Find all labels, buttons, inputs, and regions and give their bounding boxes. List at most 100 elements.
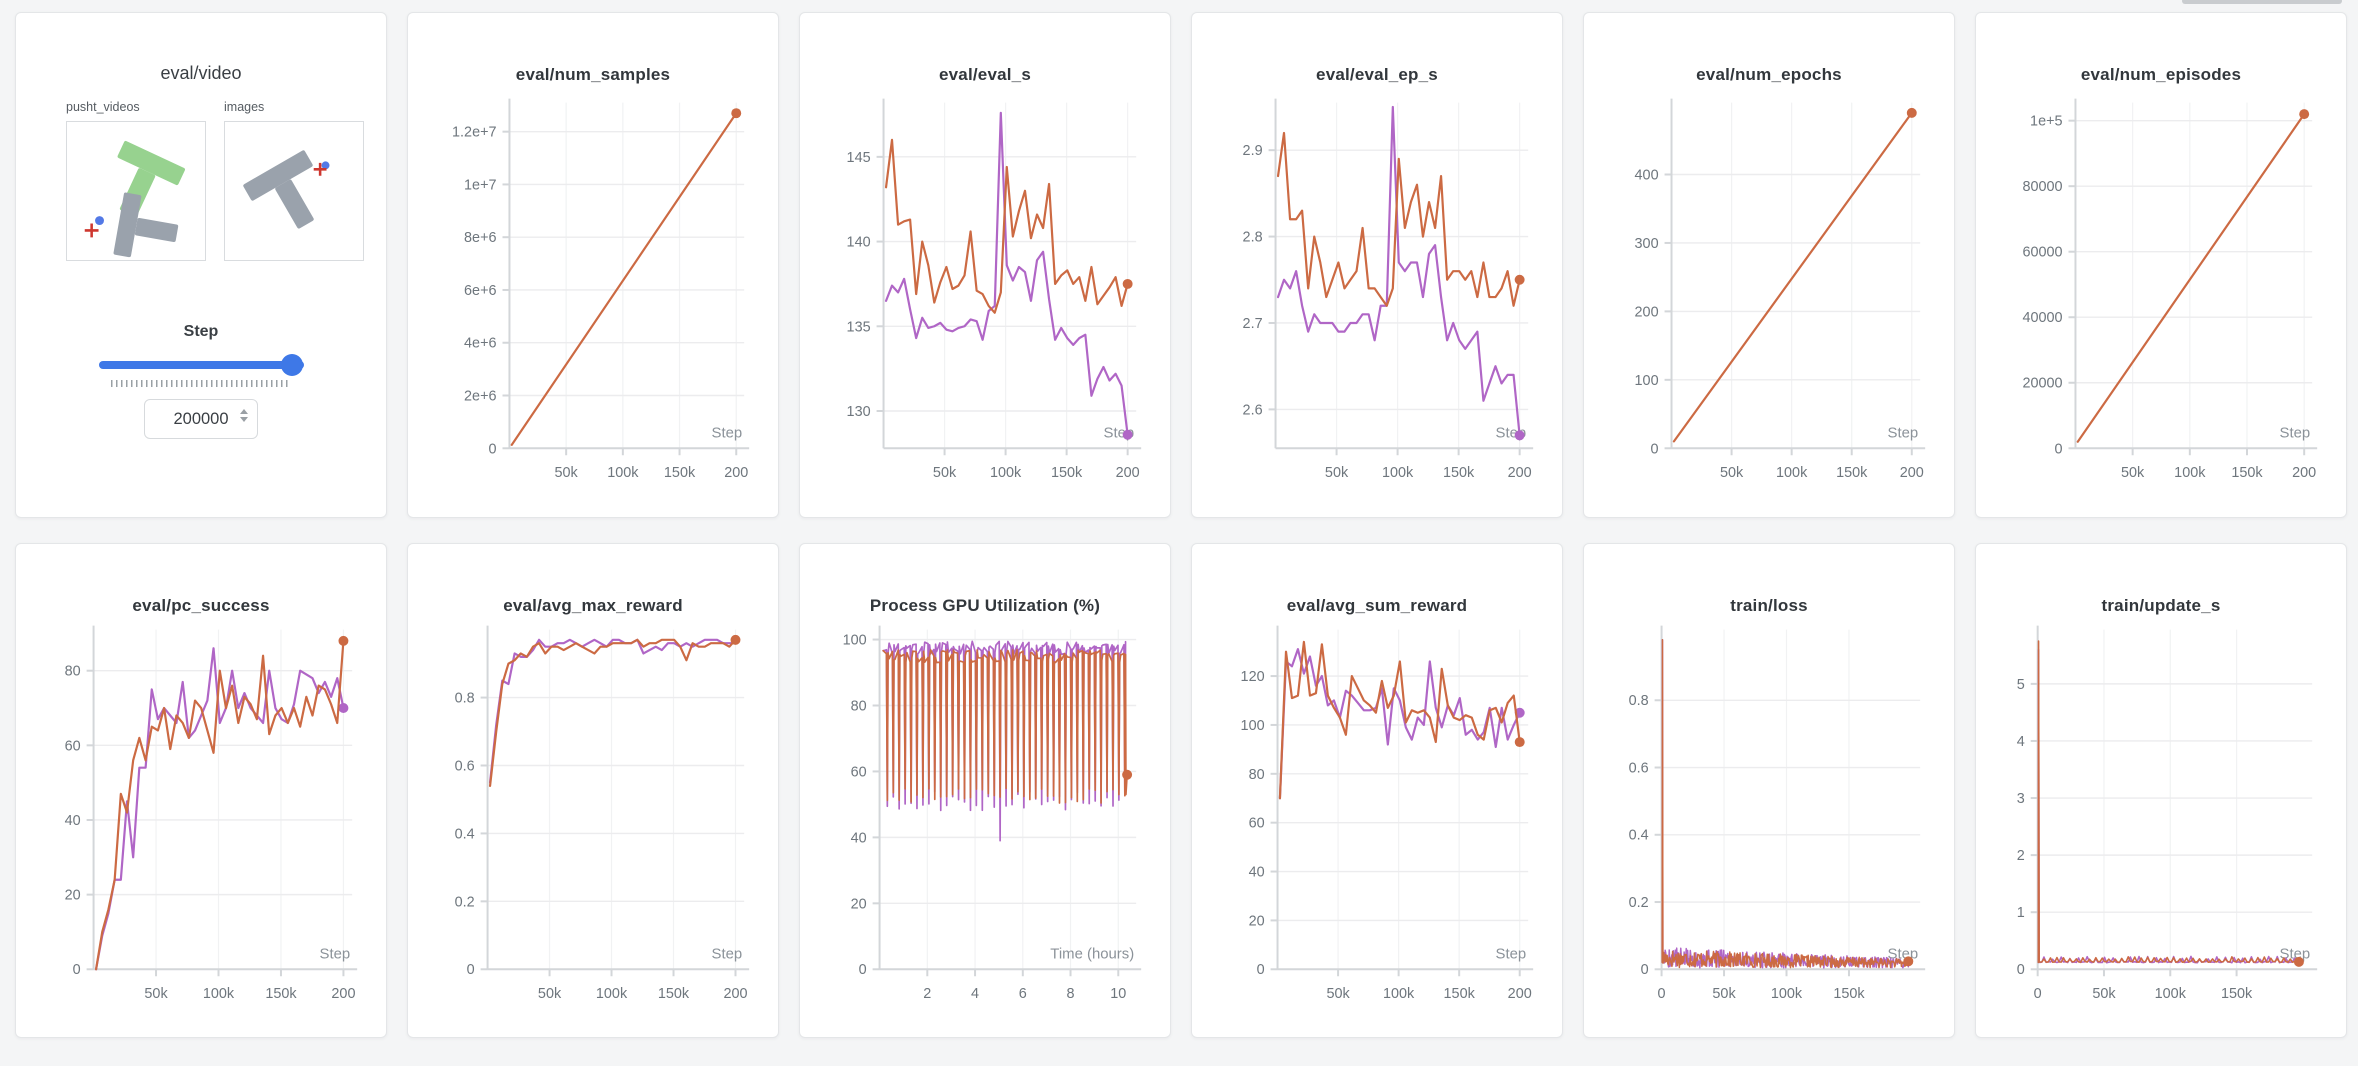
gray-t-object [243, 150, 314, 229]
step-input-spinner[interactable] [240, 409, 248, 422]
chart-panel[interactable]: train/loss 0 0.2 0.4 0.6 0.8 0 50k 100k 150k Step [1583, 543, 1955, 1038]
svg-text:4: 4 [971, 986, 979, 1002]
series-end-dot-orange [2299, 109, 2310, 120]
chart-canvas: 0 20 40 60 80 100 120 50k 100k 150k 200 Step [1241, 625, 1534, 1002]
svg-text:150k: 150k [1444, 986, 1476, 1002]
svg-text:100: 100 [1635, 373, 1659, 389]
svg-text:100k: 100k [1382, 465, 1414, 481]
gray-t-object [113, 192, 179, 258]
spinner-down-icon[interactable] [240, 417, 248, 422]
series-line-orange [94, 639, 345, 971]
svg-text:6e+6: 6e+6 [464, 283, 496, 299]
step-input[interactable]: 200000 [144, 399, 258, 439]
series-line-orange [1661, 638, 1910, 969]
svg-text:5: 5 [2017, 677, 2025, 693]
svg-text:100k: 100k [1776, 465, 1808, 481]
svg-text:50k: 50k [144, 986, 168, 1002]
svg-text:0.4: 0.4 [455, 826, 475, 842]
svg-text:80: 80 [65, 664, 81, 680]
series-line-purple [1661, 638, 1910, 969]
svg-text:200: 200 [1116, 465, 1140, 481]
media-panel-title: eval/video [160, 63, 242, 83]
svg-text:0: 0 [1658, 986, 1666, 1002]
image-scene [243, 150, 330, 229]
chart-panel[interactable]: eval/eval_s 130 135 140 145 50k 100k 150k 200 St… [799, 12, 1171, 518]
svg-text:100k: 100k [607, 465, 639, 481]
target-cross [84, 223, 99, 238]
thumbnail-pusht-videos[interactable]: pusht_videos [66, 100, 206, 261]
media-thumbnails: pusht_videos [66, 100, 386, 261]
chart-title: eval/avg_sum_reward [1286, 596, 1468, 615]
image-frame[interactable] [224, 121, 364, 261]
green-t-object [117, 141, 185, 217]
svg-text:2: 2 [2017, 848, 2025, 864]
svg-text:100k: 100k [1383, 986, 1415, 1002]
chart-title: eval/num_episodes [2080, 65, 2242, 84]
chart-canvas: 0 20 40 60 80 100 2 4 6 8 10 Time (hours) [843, 625, 1142, 1002]
svg-text:20: 20 [65, 888, 81, 904]
panel-grid: eval/video pusht_videos [15, 12, 2347, 1038]
chart-panel[interactable]: eval/num_epochs 0 100 200 300 400 50k 100k 150k… [1583, 12, 1955, 518]
series-line-purple [1276, 105, 1521, 437]
pusht-scene [84, 141, 185, 258]
chart-panel[interactable]: eval/num_episodes 0 20000 40000 60000 80000 1… [1975, 12, 2347, 518]
chart-panel[interactable]: eval/avg_sum_reward 0 20 40 60 80 100 120 50k 10… [1191, 543, 1563, 1038]
step-slider-thumb[interactable] [280, 354, 303, 376]
series-line-orange [1276, 131, 1521, 307]
series-end-dot-orange [1514, 737, 1525, 748]
step-slider[interactable] [98, 354, 304, 376]
agent-dot [95, 216, 104, 226]
pusht-video-frame[interactable] [66, 121, 206, 261]
chart-canvas: 0 1 2 3 4 5 0 50k 100k 150k Step [2017, 625, 2318, 1002]
svg-text:50k: 50k [2121, 465, 2145, 481]
svg-text:0.8: 0.8 [455, 691, 475, 707]
svg-text:145: 145 [847, 150, 871, 166]
chart-canvas: 0 2e+6 4e+6 6e+6 8e+6 1e+7 1.2e+7 50k 100k 150k 20… [452, 98, 750, 481]
svg-text:8e+6: 8e+6 [464, 230, 496, 246]
svg-text:150k: 150k [664, 465, 696, 481]
series-line-orange [882, 649, 1128, 804]
svg-text:Step: Step [2280, 424, 2311, 441]
step-slider-track[interactable] [98, 361, 304, 369]
svg-text:Time (hours): Time (hours) [1050, 945, 1134, 962]
svg-text:2: 2 [923, 986, 931, 1002]
chart-panel[interactable]: eval/avg_max_reward 0 0.2 0.4 0.6 0.8 50k 100k… [407, 543, 779, 1038]
svg-text:50k: 50k [2092, 986, 2116, 1002]
series-line-orange [1278, 640, 1521, 800]
svg-text:100k: 100k [2155, 986, 2187, 1002]
svg-text:50k: 50k [1712, 986, 1736, 1002]
svg-text:150k: 150k [1836, 465, 1868, 481]
svg-text:1e+5: 1e+5 [2030, 114, 2062, 130]
svg-text:0.2: 0.2 [1629, 895, 1649, 911]
svg-text:100k: 100k [203, 986, 235, 1002]
svg-text:150k: 150k [265, 986, 297, 1002]
svg-text:60: 60 [1249, 816, 1265, 832]
series-line-purple [2037, 648, 2300, 964]
svg-text:0: 0 [1651, 441, 1659, 457]
svg-text:80000: 80000 [2022, 179, 2062, 195]
chart-panel[interactable]: train/update_s 0 1 2 3 4 5 0 50k 100k 150k Step [1975, 543, 2347, 1038]
chart-panel[interactable]: eval/eval_ep_s 2.6 2.7 2.8 2.9 50k 100k 150k 20… [1191, 12, 1563, 518]
chart-title: eval/eval_s [938, 65, 1031, 84]
svg-text:2.9: 2.9 [1243, 143, 1263, 159]
series-end-dot-purple [338, 703, 349, 714]
scrollbar-fragment[interactable] [2182, 0, 2342, 4]
svg-text:120: 120 [1241, 669, 1265, 685]
svg-text:0.6: 0.6 [1629, 760, 1649, 776]
chart-panel[interactable]: Process GPU Utilization (%) 0 20 40 60 80 100… [799, 543, 1171, 1038]
chart-panel[interactable]: eval/pc_success 0 20 40 60 80 50k 100k 150k 200 S… [15, 543, 387, 1038]
series-end-dot-orange [1514, 274, 1525, 285]
svg-text:150k: 150k [1833, 986, 1865, 1002]
svg-text:6: 6 [1019, 986, 1027, 1002]
svg-text:135: 135 [847, 319, 871, 335]
chart-title: eval/num_epochs [1696, 65, 1842, 84]
thumbnail-images[interactable]: images [224, 100, 364, 261]
media-panel-eval-video[interactable]: eval/video pusht_videos [15, 12, 387, 518]
svg-text:60000: 60000 [2022, 245, 2062, 261]
chart-panel[interactable]: eval/num_samples 0 2e+6 4e+6 6e+6 8e+6 1e+7 1.… [407, 12, 779, 518]
spinner-up-icon[interactable] [240, 409, 248, 414]
svg-text:2.6: 2.6 [1243, 402, 1263, 418]
